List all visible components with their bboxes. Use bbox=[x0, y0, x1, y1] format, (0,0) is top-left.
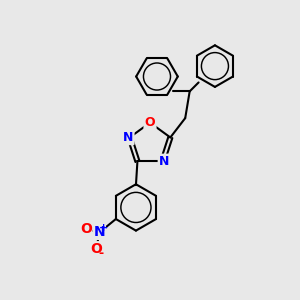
Text: +: + bbox=[99, 223, 109, 233]
Text: N: N bbox=[94, 225, 105, 239]
Text: O: O bbox=[145, 116, 155, 129]
Text: N: N bbox=[123, 131, 133, 144]
Text: -: - bbox=[98, 247, 104, 260]
Text: N: N bbox=[159, 155, 169, 168]
Text: O: O bbox=[80, 222, 92, 236]
Text: O: O bbox=[91, 242, 103, 256]
